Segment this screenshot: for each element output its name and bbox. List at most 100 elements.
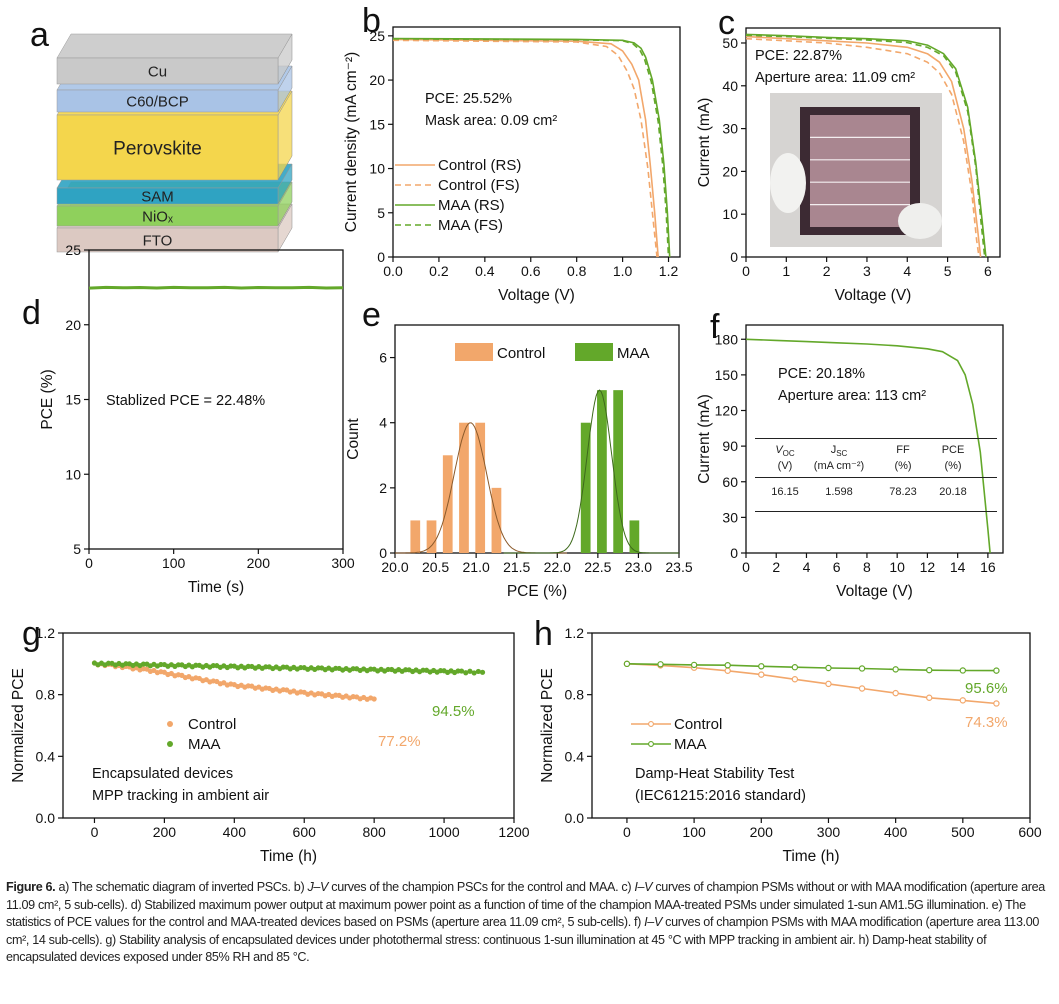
x-tick-label: 2 — [823, 263, 831, 279]
plot-frame — [392, 26, 681, 258]
data-point — [858, 685, 866, 692]
data-point — [758, 671, 765, 678]
x-tick-label: 300 — [817, 824, 841, 840]
x-tick-label: 20.5 — [422, 559, 449, 575]
x-tick-label: 0.8 — [567, 263, 587, 279]
x-tick-label: 20.0 — [381, 559, 408, 575]
series-line — [392, 38, 670, 258]
chart-b: 0.0 0.2 0.4 0.6 0.8 1.0 1.2 0 5 10 15 20 25 Voltage (… — [343, 26, 681, 304]
x-tick-label: 0 — [623, 824, 631, 840]
x-axis-label: Time (s) — [188, 579, 244, 596]
layer-label: NiOₓ — [142, 208, 173, 225]
x-tick-label: 100 — [682, 824, 706, 840]
data-point — [993, 700, 1000, 707]
plot-frame — [591, 632, 1031, 819]
annotation-text: PCE: 22.87% — [755, 48, 842, 64]
x-tick-label: 0 — [742, 263, 750, 279]
x-axis-label: Time (h) — [260, 848, 317, 865]
data-point — [892, 689, 899, 697]
y-tick-label: 90 — [722, 438, 738, 454]
y-tick-label: 20 — [65, 317, 81, 333]
data-point — [758, 663, 765, 670]
x-tick-label: 400 — [884, 824, 908, 840]
legend-label: Control (FS) — [438, 177, 520, 194]
annotation-text: MPP tracking in ambient air — [92, 788, 269, 804]
data-point — [371, 696, 377, 702]
series-line — [392, 38, 659, 258]
gaussian-fit-curve — [503, 389, 679, 554]
series-line — [745, 35, 982, 258]
plot-frame — [745, 324, 1004, 554]
data-point — [858, 665, 866, 672]
x-tick-label: 23.5 — [665, 559, 692, 575]
x-tick-label: 23.0 — [625, 559, 652, 575]
y-tick-label: 0.0 — [565, 810, 585, 826]
legend-label: Control — [497, 345, 545, 362]
legend-marker — [167, 741, 173, 747]
table-divider — [755, 477, 997, 478]
x-tick-label: 16 — [980, 559, 996, 575]
chart-f: 0 2 4 6 8 10 12 14 16 0 30 60 90 120 150 180 Voltage (V)… — [696, 324, 1004, 600]
x-tick-label: 6 — [984, 263, 992, 279]
y-tick-label: 30 — [722, 121, 738, 137]
x-tick-label: 3 — [863, 263, 871, 279]
data-point — [475, 668, 481, 675]
y-tick-label: 20 — [722, 163, 738, 179]
series-line — [745, 37, 980, 258]
chart-c: 0 1 2 3 4 5 6 0 10 20 30 40 50 Voltage (V) Current (mA… — [696, 27, 1001, 304]
header-unit: (V) — [777, 460, 793, 473]
x-tick-label: 0 — [742, 559, 750, 575]
annotation-text: Encapsulated devices — [92, 766, 233, 782]
figure-number: Figure 6. — [6, 880, 56, 894]
x-tick-label: 5 — [944, 263, 952, 279]
y-tick-label: 60 — [722, 474, 738, 490]
y-tick-label: 15 — [65, 392, 81, 408]
y-tick-label: 0 — [730, 249, 738, 265]
chart-e: 20.0 20.5 21.0 21.5 22.0 22.5 23.0 23.5 0 2 4 6 PCE … — [345, 324, 693, 600]
data-point — [623, 660, 631, 668]
y-tick-label: 10 — [369, 161, 385, 177]
x-tick-label: 6 — [833, 559, 841, 575]
y-tick-label: 40 — [722, 78, 738, 94]
y-axis-label: Current (mA) — [696, 98, 713, 188]
table-header: FF (%) — [873, 444, 933, 473]
y-axis-label: PCE (%) — [39, 369, 56, 429]
histogram-bar — [475, 422, 486, 553]
data-point — [959, 697, 967, 704]
header-unit: (%) — [894, 460, 912, 473]
chart-h: 0 100 200 300 400 500 600 0.0 0.4 0.8 1.2 Time (h) N… — [539, 625, 1042, 865]
device-stack-schematic: FTO NiOₓ SAM Perovskite C60/BCP Cu — [56, 33, 293, 253]
data-point — [892, 666, 899, 673]
y-tick-label: 0.8 — [36, 687, 56, 703]
series-line — [745, 34, 986, 258]
y-axis-label: Normalized PCE — [539, 668, 556, 783]
data-point — [825, 664, 832, 672]
y-tick-label: 5 — [377, 205, 385, 221]
x-tick-label: 400 — [223, 824, 247, 840]
y-tick-label: 0 — [377, 249, 385, 265]
y-tick-label: 1.2 — [36, 625, 56, 641]
histogram-bar — [410, 520, 421, 553]
annotation-text: PCE: 20.18% — [778, 366, 865, 382]
y-axis-label: Normalized PCE — [10, 668, 27, 783]
plot-frame — [745, 27, 1001, 258]
x-tick-label: 22.0 — [544, 559, 571, 575]
caption-text: I–V — [634, 880, 653, 894]
series-line — [392, 37, 671, 258]
annotation-text: Aperture area: 11.09 cm² — [755, 70, 915, 86]
annotation-text: Damp-Heat Stability Test — [635, 766, 794, 782]
header-symbol: PCE — [941, 444, 965, 456]
panel-label-g: g — [22, 615, 41, 653]
annotation-text: Stablized PCE = 22.48% — [106, 393, 265, 409]
x-tick-label: 300 — [331, 555, 355, 571]
table-header: PCE (%) — [923, 444, 983, 473]
data-point — [959, 667, 967, 674]
x-tick-label: 600 — [293, 824, 317, 840]
y-tick-label: 0.4 — [36, 748, 56, 764]
table-cell: 16.15 — [771, 486, 799, 498]
module-photo-inset — [770, 93, 942, 247]
y-tick-label: 2 — [379, 480, 387, 496]
y-tick-label: 25 — [65, 242, 81, 258]
data-point — [463, 670, 469, 676]
histogram-bar — [613, 390, 624, 553]
